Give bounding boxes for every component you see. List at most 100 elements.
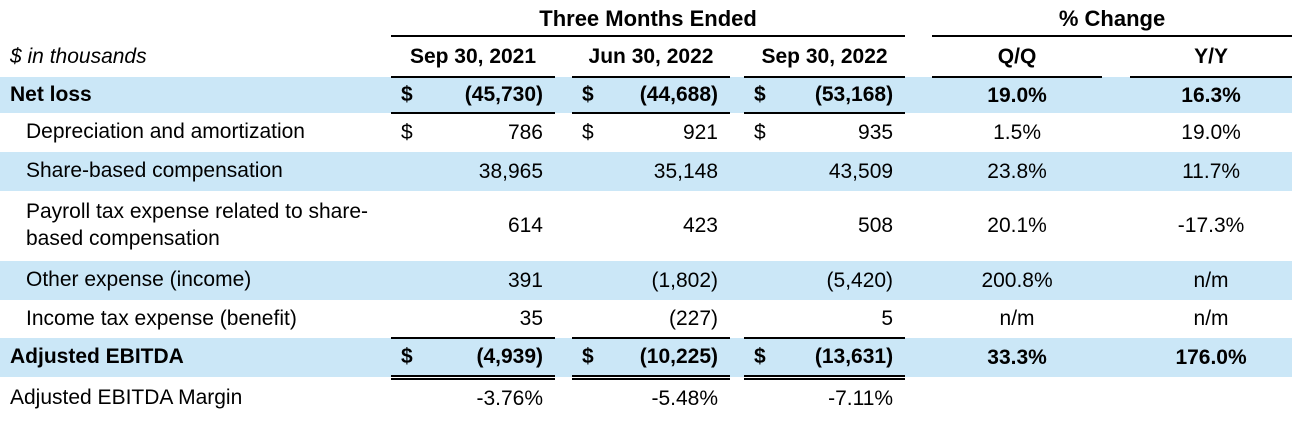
yy-value: 16.3% <box>1181 83 1241 107</box>
row-label: Depreciation and amortization <box>26 120 305 144</box>
qq-value: 200.8% <box>981 268 1053 292</box>
value: (227) <box>668 306 718 330</box>
spacer <box>555 261 572 300</box>
spacer <box>1102 300 1130 338</box>
value: (53,168) <box>814 83 894 106</box>
spacer <box>1102 77 1130 113</box>
value-cell: $ (10,225) <box>572 338 730 380</box>
spacer <box>905 338 932 377</box>
yy-value: 11.7% <box>1182 159 1241 183</box>
yy-value: n/m <box>1193 307 1229 330</box>
spacer <box>555 191 572 261</box>
spacer <box>730 338 744 377</box>
col-header-sep-30-2021: Sep 30, 2021 <box>391 36 555 78</box>
value: 43,509 <box>828 159 894 183</box>
yy-value: 19.0% <box>1181 120 1241 144</box>
currency-symbol: $ <box>754 121 766 144</box>
row-adjusted-ebitda: Adjusted EBITDA $ (4,939) $ (10,225) $ (13,… <box>0 338 1292 380</box>
spacer <box>905 113 932 152</box>
row-label: Share-based compensation <box>26 159 283 183</box>
value: 35 <box>519 306 543 330</box>
yy-value: -17.3% <box>1177 214 1245 237</box>
spacer <box>1102 113 1130 152</box>
value-cell: 43,509 <box>744 152 905 191</box>
value: -5.48% <box>651 387 718 411</box>
value: (4,939) <box>476 344 543 368</box>
value: (1,802) <box>651 268 718 292</box>
qq-value: 19.0% <box>987 83 1047 107</box>
value: 786 <box>507 121 543 144</box>
row-label: Other expense (income) <box>26 268 252 292</box>
spacer <box>730 261 744 300</box>
value: 921 <box>682 121 718 144</box>
spacer <box>1102 152 1130 191</box>
row-income-tax-expense: Income tax expense (benefit) 35 (227) 5 … <box>0 300 1292 339</box>
value: -3.76% <box>476 387 543 411</box>
qq-value: 1.5% <box>993 120 1041 144</box>
spacer <box>730 377 744 419</box>
value: (44,688) <box>639 83 718 106</box>
spacer <box>905 300 932 338</box>
currency-symbol: $ <box>401 121 413 144</box>
row-net-loss: Net loss $ (45,730) $ (44,688) $ (53,168) 1… <box>0 77 1292 114</box>
row-label: Net loss <box>10 82 92 106</box>
value: 614 <box>507 214 543 237</box>
change-group-header: % Change <box>932 3 1292 37</box>
value-cell: 391 <box>391 261 555 300</box>
spacer <box>555 113 572 152</box>
yy-value: 176.0% <box>1175 345 1247 369</box>
spacer <box>1102 36 1130 77</box>
group-header-row: Three Months Ended % Change <box>0 3 1292 37</box>
spacer <box>1102 377 1130 419</box>
row-depreciation-amortization: Depreciation and amortization $786 $921 … <box>0 113 1292 152</box>
value: 508 <box>858 214 894 237</box>
currency-symbol: $ <box>754 83 766 106</box>
spacer <box>1102 191 1130 261</box>
financials-table: Three Months Ended % Change $ in thousan… <box>0 3 1292 419</box>
yy-value <box>1130 377 1292 419</box>
value-cell: 38,965 <box>391 152 555 191</box>
spacer <box>555 36 572 77</box>
col-header-sep-30-2022: Sep 30, 2022 <box>744 36 906 78</box>
spacer <box>730 36 744 77</box>
value: -7.11% <box>828 387 894 411</box>
spacer <box>0 3 391 36</box>
value: 35,148 <box>653 159 718 183</box>
column-header-row: $ in thousands Sep 30, 2021 Jun 30, 2022… <box>0 36 1292 78</box>
value-cell: 5 <box>744 300 906 339</box>
currency-symbol: $ <box>582 121 594 144</box>
qq-value: 20.1% <box>987 214 1047 237</box>
spacer <box>555 152 572 191</box>
spacer <box>905 261 932 300</box>
spacer <box>730 77 744 113</box>
value: (13,631) <box>814 344 894 368</box>
qq-value <box>932 377 1102 419</box>
row-adjusted-ebitda-margin: Adjusted EBITDA Margin -3.76% -5.48% -7.… <box>0 377 1292 419</box>
value: 423 <box>682 214 718 237</box>
value: 935 <box>858 121 894 144</box>
row-other-expense-income: Other expense (income) 391 (1,802) (5,42… <box>0 261 1292 300</box>
currency-symbol: $ <box>582 83 594 106</box>
row-label: Income tax expense (benefit) <box>26 306 297 330</box>
spacer <box>905 3 932 36</box>
col-header-yy: Y/Y <box>1130 36 1292 78</box>
spacer <box>730 300 744 338</box>
value: 38,965 <box>478 159 543 183</box>
value-cell: 35,148 <box>572 152 730 191</box>
value-cell: 614 <box>391 191 555 261</box>
spacer <box>555 377 572 419</box>
value: 391 <box>507 268 543 292</box>
value-cell: $ (45,730) <box>391 77 555 114</box>
value-cell: $786 <box>391 113 555 152</box>
spacer <box>555 338 572 377</box>
yy-value: n/m <box>1193 268 1229 292</box>
spacer <box>730 191 744 261</box>
spacer <box>905 77 932 113</box>
currency-symbol: $ <box>401 83 413 106</box>
value-cell: 423 <box>572 191 730 261</box>
col-header-qq: Q/Q <box>932 36 1103 78</box>
qq-value: n/m <box>999 307 1035 330</box>
unit-note: $ in thousands <box>10 44 147 68</box>
value-cell: (5,420) <box>744 261 905 300</box>
spacer <box>555 77 572 113</box>
